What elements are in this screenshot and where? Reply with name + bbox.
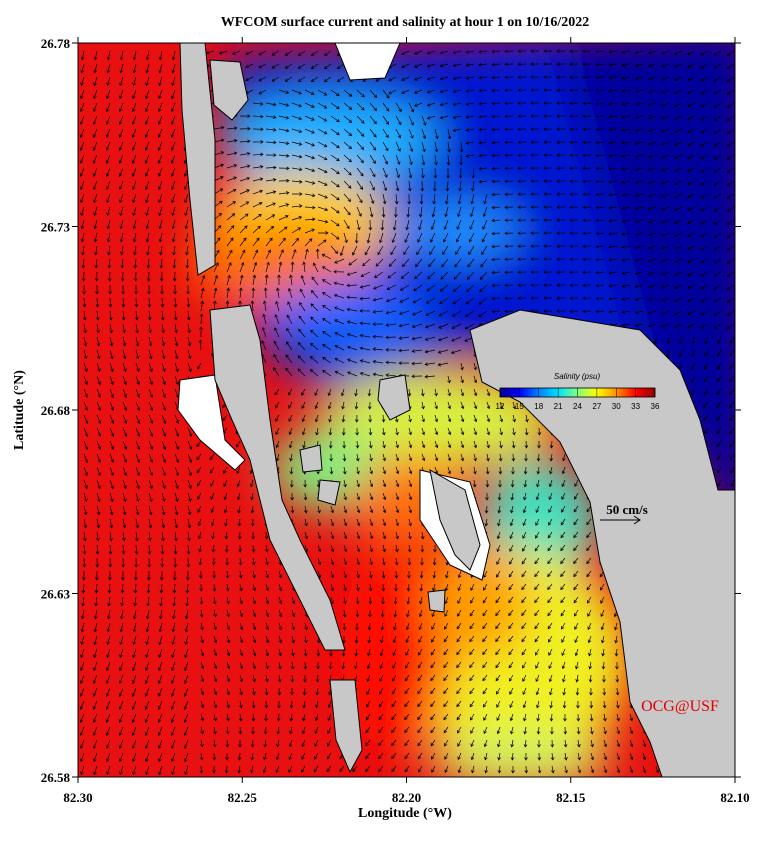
y-axis-label: Latitude (°N) xyxy=(12,370,27,450)
x-tick-label: 82.30 xyxy=(63,790,92,805)
colorbar-tick-label: 18 xyxy=(534,402,543,411)
salinity-field xyxy=(78,43,735,777)
colorbar: Salinity (psu) 12 15 18 21 24 27 30 33 36 xyxy=(496,372,660,411)
colorbar-tick-label: 15 xyxy=(515,402,524,411)
colorbar-tick-label: 21 xyxy=(554,402,563,411)
y-tick-label: 26.73 xyxy=(41,220,71,235)
scale-label: 50 cm/s xyxy=(606,502,648,517)
y-tick-label: 26.78 xyxy=(41,36,71,51)
x-tick-label: 82.20 xyxy=(392,790,421,805)
colorbar-tick-label: 12 xyxy=(496,402,505,411)
x-tick-label: 82.25 xyxy=(228,790,258,805)
y-tick-label: 26.58 xyxy=(41,770,71,785)
x-axis-label: Longitude (°W) xyxy=(358,806,452,821)
colorbar-tick-label: 24 xyxy=(573,402,582,411)
credit: OCG@USF xyxy=(641,698,719,715)
y-tick-label: 26.63 xyxy=(41,587,71,602)
colorbar-tick-label: 30 xyxy=(612,402,621,411)
axes: 82.30 82.25 82.20 82.15 82.10 26.58 26.63 26.68… xyxy=(41,36,750,805)
scale-arrow-head xyxy=(633,515,641,525)
x-tick-label: 82.15 xyxy=(556,790,586,805)
colorbar-tick-label: 27 xyxy=(592,402,601,411)
y-tick-label: 26.68 xyxy=(41,403,71,418)
colorbar-title: Salinity (psu) xyxy=(554,372,601,381)
colorbar-tick-label: 36 xyxy=(651,402,660,411)
title: WFCOM surface current and salinity at ho… xyxy=(221,15,590,30)
x-tick-label: 82.10 xyxy=(720,790,749,805)
colorbar-tick-label: 33 xyxy=(631,402,640,411)
